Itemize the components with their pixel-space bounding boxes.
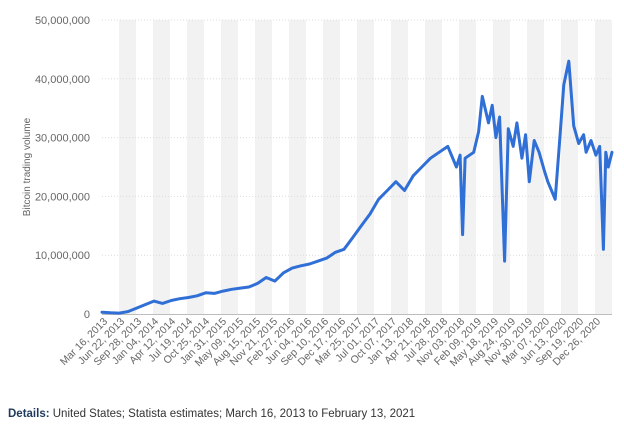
- column-band: [459, 20, 476, 314]
- y-axis-tick-labels: 0 10,000,000 20,000,000 30,000,000 40,000,00…: [35, 15, 90, 321]
- column-band: [561, 20, 578, 314]
- column-band: [187, 20, 204, 314]
- column-band: [425, 20, 442, 314]
- column-band: [221, 20, 238, 314]
- y-tick-label: 40,000,000: [35, 74, 90, 86]
- details-label: Details:: [8, 408, 50, 420]
- column-band: [357, 20, 374, 314]
- series-line: [100, 59, 614, 315]
- column-band: [595, 20, 612, 314]
- line-chart: 0 10,000,000 20,000,000 30,000,000 40,000,00…: [22, 15, 614, 370]
- column-band: [289, 20, 306, 314]
- y-axis-label: Bitcoin trading volume: [22, 117, 33, 216]
- column-band: [153, 20, 170, 314]
- details-note: Details: United States; Statista estimat…: [8, 408, 415, 420]
- column-band: [527, 20, 544, 314]
- y-tick-label: 20,000,000: [35, 191, 90, 203]
- grid-lines: [102, 19, 612, 256]
- y-tick-label: 30,000,000: [35, 133, 90, 145]
- column-band: [323, 20, 340, 314]
- column-bands: [119, 20, 612, 314]
- column-band: [391, 20, 408, 314]
- column-band: [119, 20, 136, 314]
- y-tick-label: 10,000,000: [35, 250, 90, 262]
- y-tick-label: 0: [84, 309, 90, 321]
- y-tick-label: 50,000,000: [35, 15, 90, 27]
- details-text: United States; Statista estimates; March…: [52, 408, 416, 420]
- column-band: [255, 20, 272, 314]
